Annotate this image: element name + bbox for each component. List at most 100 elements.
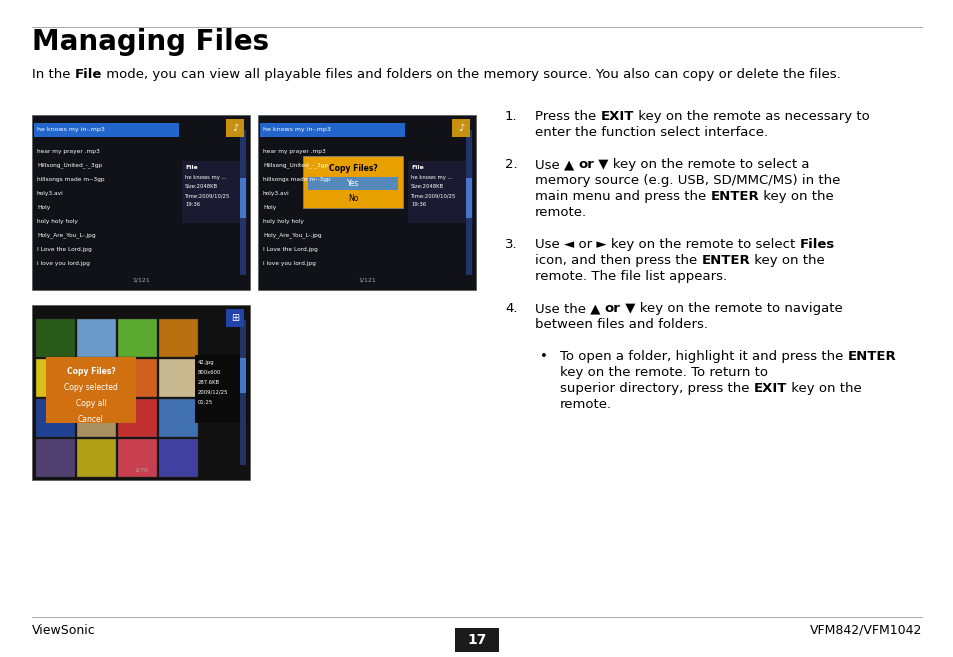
Text: ♪: ♪ [457, 123, 464, 133]
Text: In the: In the [32, 68, 74, 81]
Text: Yes: Yes [347, 179, 358, 188]
FancyBboxPatch shape [455, 628, 498, 652]
FancyBboxPatch shape [34, 123, 179, 137]
Text: Files: Files [799, 238, 834, 251]
Text: 2.: 2. [504, 158, 517, 171]
Text: he knows my in-.mp3: he knows my in-.mp3 [37, 127, 105, 133]
FancyBboxPatch shape [194, 355, 247, 423]
FancyBboxPatch shape [77, 359, 116, 397]
FancyBboxPatch shape [118, 439, 157, 477]
Text: remote.: remote. [559, 398, 612, 411]
Text: ENTER: ENTER [700, 254, 749, 267]
Text: 19:36: 19:36 [185, 202, 200, 207]
Text: Copy Files?: Copy Files? [67, 367, 115, 376]
Text: 1/121: 1/121 [132, 277, 150, 282]
FancyBboxPatch shape [465, 178, 472, 218]
Text: key on the: key on the [786, 382, 861, 395]
FancyBboxPatch shape [36, 439, 75, 477]
Text: Use the ▲: Use the ▲ [535, 302, 604, 315]
Text: Copy all: Copy all [75, 399, 107, 408]
Text: superior directory, press the: superior directory, press the [559, 382, 753, 395]
Text: icon, and then press the: icon, and then press the [535, 254, 700, 267]
Text: hear my prayer .mp3: hear my prayer .mp3 [263, 148, 325, 154]
FancyBboxPatch shape [452, 119, 470, 137]
Text: Press the: Press the [535, 110, 599, 123]
Text: i love you lord.jpg: i love you lord.jpg [263, 260, 315, 265]
Text: between files and folders.: between files and folders. [535, 318, 707, 331]
FancyBboxPatch shape [118, 359, 157, 397]
FancyBboxPatch shape [159, 399, 198, 437]
Text: EXIT: EXIT [599, 110, 633, 123]
Text: remote.: remote. [535, 206, 586, 219]
FancyBboxPatch shape [159, 359, 198, 397]
Text: 1/121: 1/121 [357, 277, 375, 282]
Text: key on the remote. To return to: key on the remote. To return to [559, 366, 767, 379]
Text: Holy_Are_You_L-.jpg: Holy_Are_You_L-.jpg [263, 232, 321, 238]
Text: 01:25: 01:25 [198, 400, 213, 405]
Text: To open a folder, highlight it and press the: To open a folder, highlight it and press… [559, 350, 846, 363]
Text: Holy_Are_You_L-.jpg: Holy_Are_You_L-.jpg [37, 232, 95, 238]
Text: 800x600: 800x600 [198, 370, 221, 375]
Text: Hillsong_United_-_3gp: Hillsong_United_-_3gp [37, 162, 102, 168]
Text: ▼ key on the remote to select a: ▼ key on the remote to select a [594, 158, 809, 171]
Text: 42.jpg: 42.jpg [198, 360, 214, 365]
Text: ▼ key on the remote to navigate: ▼ key on the remote to navigate [620, 302, 841, 315]
Text: ⊞: ⊞ [231, 313, 239, 323]
FancyBboxPatch shape [240, 130, 246, 275]
Text: File: File [411, 165, 423, 170]
FancyBboxPatch shape [159, 319, 198, 357]
FancyBboxPatch shape [226, 119, 244, 137]
FancyBboxPatch shape [118, 399, 157, 437]
FancyBboxPatch shape [240, 178, 246, 218]
Text: Cancel: Cancel [78, 415, 104, 424]
Text: 1.: 1. [504, 110, 517, 123]
FancyBboxPatch shape [77, 319, 116, 357]
Text: •: • [539, 350, 547, 363]
FancyBboxPatch shape [303, 156, 402, 208]
Text: memory source (e.g. USB, SD/MMC/MS) in the: memory source (e.g. USB, SD/MMC/MS) in t… [535, 174, 840, 187]
Text: File: File [74, 68, 102, 81]
FancyBboxPatch shape [308, 177, 397, 190]
Text: holy holy holy: holy holy holy [263, 219, 304, 223]
Text: File: File [185, 165, 197, 170]
Text: EXIT: EXIT [753, 382, 786, 395]
Text: ♪: ♪ [232, 123, 238, 133]
Text: holy3.avi: holy3.avi [37, 191, 64, 196]
Text: VFM842/VFM1042: VFM842/VFM1042 [809, 623, 921, 637]
FancyBboxPatch shape [308, 192, 397, 205]
Text: 3.: 3. [504, 238, 517, 251]
Text: holy holy holy: holy holy holy [37, 219, 78, 223]
FancyBboxPatch shape [226, 309, 244, 327]
Text: Copy Files?: Copy Files? [328, 164, 377, 173]
Text: Holy: Holy [37, 204, 51, 210]
Text: Holy: Holy [263, 204, 276, 210]
Text: ENTER: ENTER [710, 190, 759, 203]
Text: 17: 17 [467, 633, 486, 647]
FancyBboxPatch shape [46, 357, 136, 423]
Text: Hillsong_United_-_3gp: Hillsong_United_-_3gp [263, 162, 328, 168]
Text: I Love the Lord.jpg: I Love the Lord.jpg [37, 246, 91, 252]
FancyBboxPatch shape [36, 319, 75, 357]
Text: 4.: 4. [504, 302, 517, 315]
Text: ENTER: ENTER [846, 350, 896, 363]
Text: he knows my in-.mp3: he knows my in-.mp3 [263, 127, 331, 133]
Text: No: No [348, 194, 357, 203]
FancyBboxPatch shape [159, 439, 198, 477]
Text: Use ◄ or ► key on the remote to select: Use ◄ or ► key on the remote to select [535, 238, 799, 251]
Text: or: or [604, 302, 620, 315]
FancyBboxPatch shape [408, 161, 473, 223]
Text: he knows my ...: he knows my ... [411, 175, 452, 180]
Text: key on the: key on the [749, 254, 824, 267]
Text: 1/70: 1/70 [134, 467, 148, 472]
FancyBboxPatch shape [240, 320, 246, 465]
FancyBboxPatch shape [32, 115, 250, 290]
Text: or: or [578, 158, 594, 171]
Text: he knows my ...: he knows my ... [185, 175, 226, 180]
FancyBboxPatch shape [260, 123, 405, 137]
FancyBboxPatch shape [32, 305, 250, 480]
Text: Copy selected: Copy selected [64, 383, 118, 392]
Text: Time:2009/10/25: Time:2009/10/25 [411, 193, 456, 198]
FancyBboxPatch shape [77, 439, 116, 477]
Text: enter the function select interface.: enter the function select interface. [535, 126, 767, 139]
Text: Time:2009/10/25: Time:2009/10/25 [185, 193, 230, 198]
